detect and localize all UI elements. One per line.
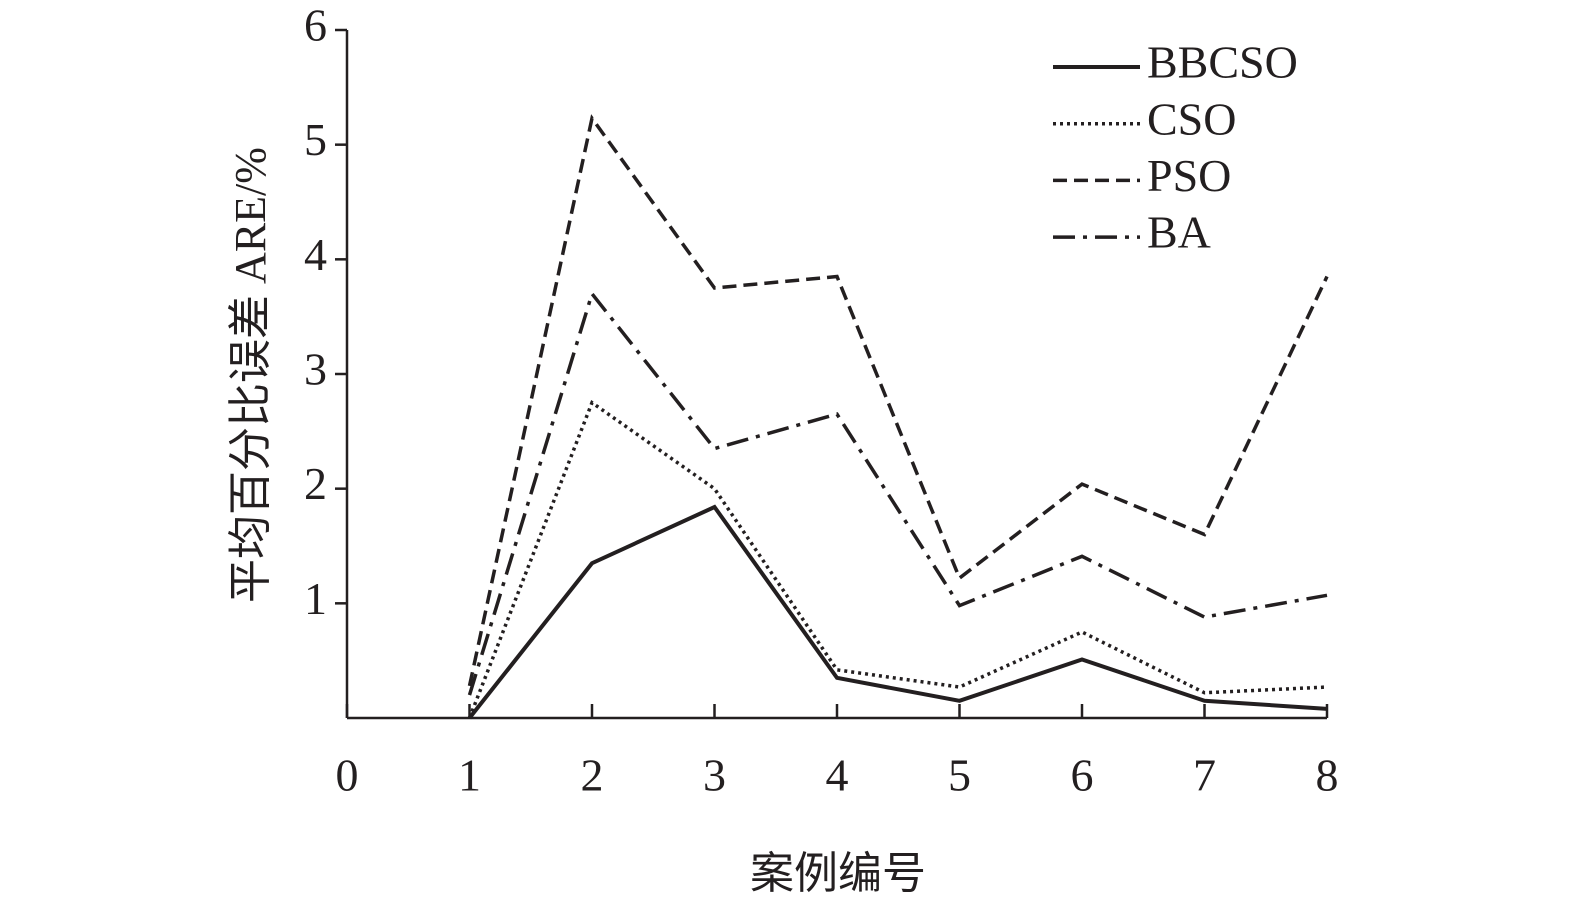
x-tick-label: 1	[458, 750, 481, 801]
y-tick-label: 1	[304, 573, 327, 624]
y-tick-label: 5	[304, 114, 327, 165]
y-axis-label: 平均百分比误差 ARE/%	[226, 147, 275, 603]
x-tick-label: 2	[581, 750, 604, 801]
x-tick-label: 3	[703, 750, 726, 801]
x-tick-label: 7	[1193, 750, 1216, 801]
series-line	[467, 290, 1328, 696]
series-line	[467, 114, 1329, 687]
legend-text: BBCSO	[1147, 37, 1298, 88]
x-tick-label: 8	[1316, 750, 1339, 801]
legend-text: PSO	[1147, 150, 1231, 201]
x-tick-label: 0	[336, 750, 359, 801]
y-tick-label: 3	[304, 344, 327, 395]
x-axis-label: 案例编号	[750, 849, 926, 898]
series-line	[467, 399, 1328, 719]
x-tick-label: 4	[826, 750, 849, 801]
series-line	[467, 504, 1328, 720]
y-tick-label: 4	[304, 229, 327, 280]
x-tick-label: 6	[1071, 750, 1094, 801]
legend-text: BA	[1147, 207, 1211, 258]
y-tick-label: 2	[304, 458, 327, 509]
y-tick-label: 6	[304, 0, 327, 51]
legend-text: CSO	[1147, 93, 1236, 144]
x-tick-label: 5	[948, 750, 971, 801]
